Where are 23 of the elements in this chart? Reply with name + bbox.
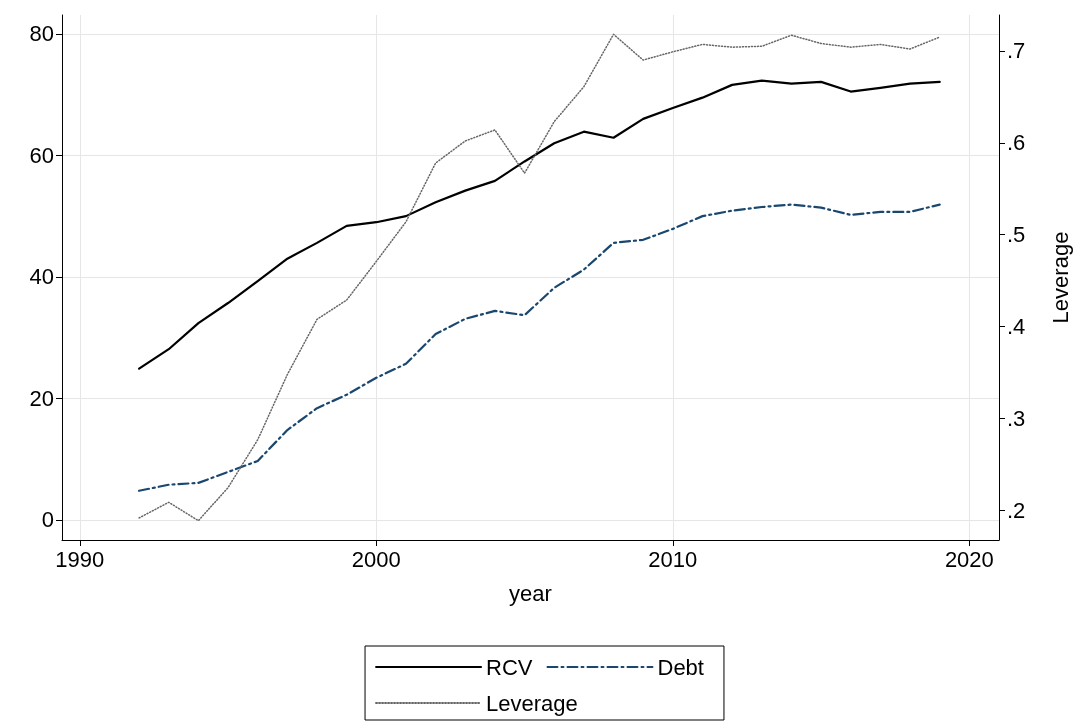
legend-label: Leverage [486, 690, 578, 716]
line-series [137, 203, 941, 492]
x-tick-label: 2010 [648, 546, 698, 572]
y2-tick-label: .7 [1007, 38, 1026, 64]
y-tick-label: 60 [29, 142, 54, 168]
legend-label: Debt [657, 654, 704, 680]
y2-tick-label: .5 [1007, 222, 1026, 248]
y2-tick-label: .2 [1007, 498, 1026, 524]
x-tick-label: 2020 [944, 546, 994, 572]
x-axis-title: year [509, 580, 552, 606]
y2-tick-label: .4 [1007, 314, 1026, 340]
y2-axis-title: Leverage [1047, 231, 1073, 324]
line-series [138, 33, 941, 522]
x-tick-label: 2000 [351, 546, 401, 572]
y-tick-label: 0 [41, 507, 54, 533]
legend-label: RCV [486, 654, 533, 680]
y2-tick-label: .6 [1007, 130, 1026, 156]
y-tick-label: 80 [29, 21, 54, 47]
y-tick-label: 20 [29, 385, 54, 411]
y-tick-label: 40 [29, 264, 54, 290]
line-series [137, 79, 941, 370]
x-tick-label: 1990 [55, 546, 105, 572]
y2-tick-label: .3 [1007, 406, 1026, 432]
